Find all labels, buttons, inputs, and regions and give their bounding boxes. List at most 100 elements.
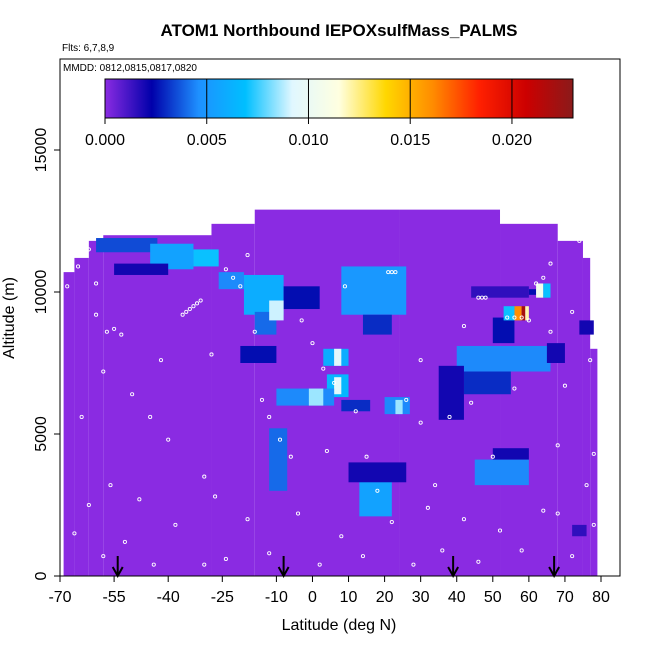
flight-track-point: [519, 548, 524, 553]
flight-track-point: [512, 315, 517, 320]
x-tick-label: -10: [265, 589, 288, 606]
flight-track-point: [375, 488, 380, 493]
x-tick-label: 30: [412, 589, 430, 606]
heatmap-cell: [456, 345, 551, 372]
flight-track-point: [555, 511, 560, 516]
flight-track-point: [339, 534, 344, 539]
flight-track-point: [277, 437, 283, 442]
y-axis: 0 5000 10000 15000: [33, 128, 60, 580]
plot-area: [63, 209, 598, 576]
flight-track-point: [202, 474, 207, 479]
flight-track-point: [101, 369, 106, 374]
flight-track-point: [299, 318, 304, 323]
heatmap-cell: [528, 289, 537, 295]
flight-track-point: [72, 531, 77, 536]
flight-track-point: [213, 494, 218, 499]
flight-track-point: [173, 522, 178, 527]
colorbar-tick-label: 0.020: [492, 132, 532, 149]
heatmap-cell: [546, 343, 565, 363]
flight-track-point: [418, 420, 423, 425]
flight-track-point: [570, 554, 575, 559]
heatmap-cell: [503, 306, 515, 321]
heatmap-cell: [471, 286, 529, 298]
flight-track-point: [119, 332, 124, 337]
flight-track-point: [364, 454, 369, 459]
coverage-cell: [500, 223, 558, 576]
flight-track-point: [490, 454, 495, 459]
flight-track-point: [180, 312, 185, 317]
flight-track-point: [526, 318, 531, 323]
flight-track-point: [122, 539, 127, 544]
flight-track-point: [295, 511, 301, 516]
flight-track-point: [259, 397, 265, 402]
flight-track-point: [158, 358, 164, 363]
flight-track-point: [469, 400, 474, 405]
flight-track-point: [591, 522, 596, 527]
flight-track-point: [238, 284, 243, 289]
heatmap-cell: [348, 462, 407, 483]
colorbar-tick-label: 0.010: [288, 132, 328, 149]
heatmap-cell: [536, 283, 544, 298]
flight-track-point: [584, 483, 589, 488]
flight-track-point: [130, 392, 135, 397]
heatmap-cell: [334, 348, 342, 366]
flight-track-point: [389, 519, 394, 525]
flight-track-point: [588, 358, 593, 363]
x-tick-label: 50: [484, 589, 502, 606]
flight-track-point: [245, 517, 250, 522]
flight-track-point: [548, 261, 553, 266]
flight-track-point: [476, 559, 481, 564]
flight-track-point: [202, 562, 207, 567]
flight-track-point: [252, 329, 257, 334]
colorbar-tick-label: 0.000: [85, 132, 125, 149]
flight-track-point: [447, 414, 452, 420]
coverage-cell: [63, 272, 75, 576]
x-tick-label: 0: [308, 589, 317, 606]
flight-track-point: [404, 397, 409, 402]
flight-track-point: [94, 281, 99, 286]
x-tick-label: -55: [103, 589, 126, 606]
heatmap-cell: [193, 249, 219, 267]
x-tick-label: 10: [340, 589, 358, 606]
heatmap-cell: [269, 300, 284, 321]
flight-track-point: [195, 301, 200, 306]
y-tick-label: 0: [33, 571, 50, 580]
flight-track-point: [75, 264, 81, 269]
flight-track-point: [505, 315, 510, 320]
x-tick-label: -25: [211, 589, 234, 606]
flight-track-point: [570, 309, 575, 314]
heatmap-cell: [438, 365, 464, 420]
colorbar-ticks: 0.000 0.005 0.010 0.015 0.020: [85, 79, 532, 149]
coverage-cell: [590, 348, 598, 576]
flight-track-point: [541, 275, 546, 280]
flight-track-point: [440, 548, 445, 553]
flight-track-point: [317, 562, 322, 567]
flight-track-point: [591, 451, 596, 456]
coverage-cell: [74, 257, 89, 576]
heatmap-cell: [572, 524, 587, 537]
flight-track-point: [79, 414, 84, 420]
heatmap-cell: [543, 283, 551, 298]
coverage-cell: [103, 235, 212, 576]
heatmap-cell: [283, 286, 320, 310]
x-tick-label: -40: [157, 589, 180, 606]
chart-title: ATOM1 Northbound IEPOXsulfMass_PALMS: [160, 21, 517, 40]
flight-track-point: [137, 497, 142, 502]
flight-track-point: [86, 247, 91, 252]
heatmap-cell: [579, 320, 594, 335]
coverage-cell: [557, 240, 583, 576]
x-tick-label: 40: [448, 589, 466, 606]
heatmap-cell: [341, 266, 407, 315]
flight-track-point: [151, 562, 156, 567]
flight-track-point: [324, 448, 329, 454]
heatmap-cell: [521, 306, 526, 321]
y-tick-label: 15000: [33, 128, 50, 173]
heatmap-cell: [362, 314, 392, 335]
heatmap-cell: [341, 399, 371, 412]
heatmap-cell: [395, 399, 403, 415]
flight-track-point: [497, 528, 503, 533]
colorbar: [104, 78, 574, 119]
flight-track-point: [209, 352, 214, 357]
heatmap-cell: [308, 388, 324, 406]
